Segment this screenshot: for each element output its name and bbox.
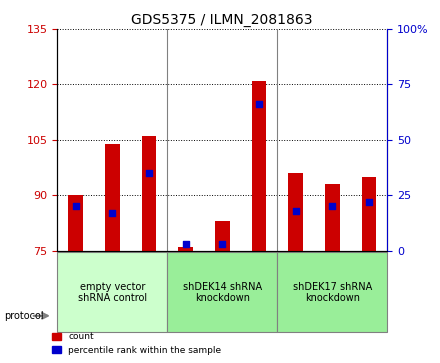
Text: protocol: protocol [4, 311, 44, 321]
Point [292, 208, 299, 214]
FancyBboxPatch shape [167, 252, 277, 332]
Bar [252, 81, 266, 251]
Bar [288, 173, 303, 251]
Bar [68, 195, 83, 251]
FancyBboxPatch shape [57, 252, 167, 332]
Point [145, 170, 152, 176]
Bar [105, 144, 120, 251]
Point [365, 199, 372, 205]
Bar [178, 247, 193, 251]
Title: GDS5375 / ILMN_2081863: GDS5375 / ILMN_2081863 [132, 13, 313, 26]
Bar [362, 177, 376, 251]
Point [109, 210, 116, 216]
Bar [215, 221, 230, 251]
Text: shDEK14 shRNA
knockdown: shDEK14 shRNA knockdown [183, 282, 262, 303]
Point [182, 241, 189, 247]
Point [255, 102, 262, 107]
Point [219, 241, 226, 247]
FancyBboxPatch shape [277, 252, 387, 332]
Bar [142, 136, 156, 251]
Text: shDEK17 shRNA
knockdown: shDEK17 shRNA knockdown [293, 282, 372, 303]
Bar [325, 184, 340, 251]
Point [329, 204, 336, 209]
Text: empty vector
shRNA control: empty vector shRNA control [77, 282, 147, 303]
Legend: count, percentile rank within the sample: count, percentile rank within the sample [48, 329, 225, 359]
Point [72, 204, 79, 209]
